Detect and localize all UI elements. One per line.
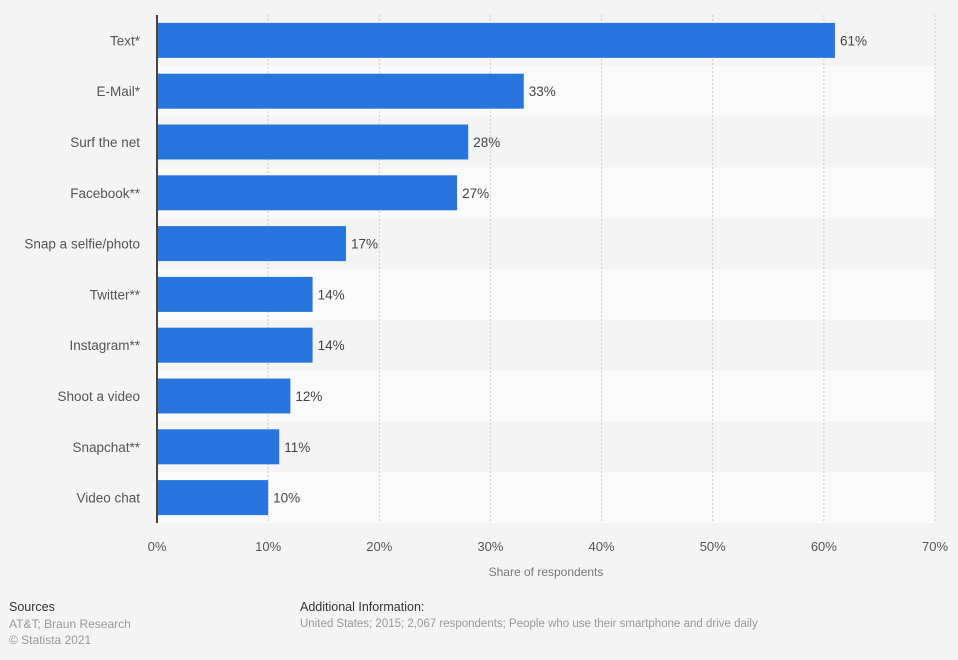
sources-text[interactable]: AT&T; Braun Research: [9, 617, 131, 631]
bar: [157, 480, 269, 516]
category-label: Shoot a video: [57, 389, 140, 404]
bar: [157, 124, 469, 160]
row-band: [157, 472, 935, 523]
data-label: 10%: [273, 491, 300, 506]
data-label: 28%: [473, 135, 500, 150]
x-tick-label: 50%: [700, 539, 726, 554]
category-label: Snapchat**: [72, 440, 140, 455]
sources-title: Sources: [9, 600, 55, 614]
additional-info-title: Additional Information:: [300, 600, 425, 614]
category-label: Twitter**: [90, 287, 141, 302]
additional-info-text: United States; 2015; 2,067 respondents; …: [300, 618, 758, 630]
x-tick-label: 40%: [589, 539, 615, 554]
category-label: Snap a selfie/photo: [24, 237, 140, 252]
bar: [157, 175, 458, 211]
data-label: 33%: [529, 84, 556, 99]
bar: [157, 378, 291, 414]
data-label: 14%: [318, 287, 345, 302]
x-axis-title: Share of respondents: [489, 565, 604, 579]
x-tick-label: 70%: [922, 539, 948, 554]
data-label: 17%: [351, 237, 378, 252]
category-label: E-Mail*: [96, 84, 140, 99]
x-tick-label: 20%: [366, 539, 392, 554]
x-tick-label: 30%: [477, 539, 503, 554]
copyright: © Statista 2021: [9, 633, 92, 647]
category-label: Text*: [110, 33, 141, 48]
x-tick-label: 60%: [811, 539, 837, 554]
data-label: 14%: [318, 338, 345, 353]
category-label: Video chat: [76, 491, 140, 506]
data-label: 12%: [295, 389, 322, 404]
bar-chart: 0% 10% 20% 30% 40% 50% 60% 70% Text* 61% E-Mail* 33…: [24, 15, 948, 579]
category-label: Surf the net: [70, 135, 140, 150]
category-label: Facebook**: [70, 186, 141, 201]
category-label: Instagram**: [69, 338, 140, 353]
row-band: [157, 421, 935, 473]
x-tick-label: 10%: [255, 539, 281, 554]
x-tick-label: 0%: [148, 539, 167, 554]
bar: [157, 429, 280, 465]
bar: [157, 73, 524, 109]
bar: [157, 226, 346, 262]
bar: [157, 22, 835, 58]
bar: [157, 327, 313, 363]
data-label: 61%: [840, 33, 867, 48]
data-label: 11%: [284, 440, 310, 455]
data-label: 27%: [462, 186, 489, 201]
bar: [157, 276, 313, 312]
